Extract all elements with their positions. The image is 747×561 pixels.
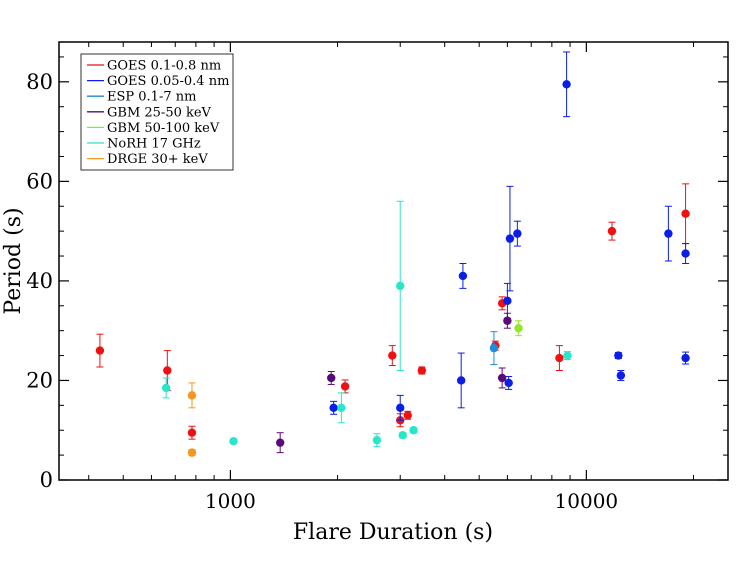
- data-point: [614, 351, 623, 360]
- plot-frame: [58, 41, 729, 481]
- data-point: [340, 382, 350, 391]
- legend-box: [80, 53, 234, 171]
- axis-ticks: 0 20 40 60 80 1000 10000: [26, 42, 728, 513]
- data-point: [505, 234, 515, 243]
- y-tick-label: 80: [26, 70, 53, 94]
- series-group: [161, 200, 572, 448]
- data-point: [398, 431, 407, 440]
- legend-label: DRGE 30+ keV: [107, 152, 208, 167]
- data-point: [403, 411, 412, 420]
- data-point: [337, 403, 346, 413]
- data-point: [388, 351, 397, 360]
- legend-label: NoRH 17 GHz: [107, 137, 201, 152]
- data-point: [504, 378, 513, 388]
- data-point: [275, 438, 285, 447]
- series-group: [187, 382, 197, 457]
- data-point: [409, 426, 418, 435]
- legend-label: GOES 0.1-0.8 nm: [107, 59, 221, 74]
- data-point: [513, 229, 522, 238]
- data-point: [161, 383, 171, 393]
- legend-label: GOES 0.05-0.4 nm: [107, 74, 229, 89]
- data-marks: [95, 51, 690, 457]
- data-point: [417, 366, 427, 375]
- legend-label: GBM 50-100 keV: [107, 121, 220, 136]
- data-point: [489, 343, 499, 353]
- y-axis-title: Period (s): [1, 207, 26, 314]
- data-point: [458, 271, 468, 281]
- data-point: [187, 391, 197, 400]
- data-point: [555, 353, 564, 363]
- data-point: [327, 373, 336, 383]
- series-group: [489, 331, 499, 366]
- y-tick-label: 60: [26, 169, 53, 193]
- x-tick-label: 1000: [205, 489, 256, 513]
- legend-label: ESP 0.1-7 nm: [107, 90, 196, 105]
- data-point: [503, 316, 512, 325]
- data-point: [607, 226, 617, 236]
- x-axis-title: Flare Duration (s): [293, 520, 493, 545]
- data-point: [187, 448, 197, 457]
- legend-label: GBM 25-50 keV: [107, 105, 212, 120]
- data-point: [187, 428, 197, 437]
- data-point: [497, 373, 507, 383]
- x-tick-label: 10000: [555, 489, 619, 513]
- y-tick-label: 40: [26, 269, 53, 293]
- data-point: [229, 436, 238, 446]
- data-point: [562, 80, 571, 89]
- data-point: [456, 376, 466, 385]
- data-point: [664, 229, 673, 238]
- y-tick-label: 0: [40, 468, 53, 492]
- data-point: [329, 403, 338, 413]
- data-point: [396, 403, 405, 413]
- data-point: [681, 209, 690, 218]
- data-point: [514, 323, 523, 333]
- series-group: [514, 320, 523, 337]
- data-point: [503, 296, 512, 306]
- series-group: [275, 312, 512, 454]
- data-point: [681, 249, 690, 258]
- data-point: [563, 351, 572, 360]
- data-point: [396, 281, 405, 291]
- data-point: [95, 346, 105, 355]
- data-point: [163, 366, 172, 375]
- series-group: [329, 51, 690, 421]
- data-point: [616, 371, 626, 380]
- y-tick-label: 20: [26, 368, 53, 392]
- data-point: [681, 353, 690, 363]
- data-point: [372, 435, 382, 445]
